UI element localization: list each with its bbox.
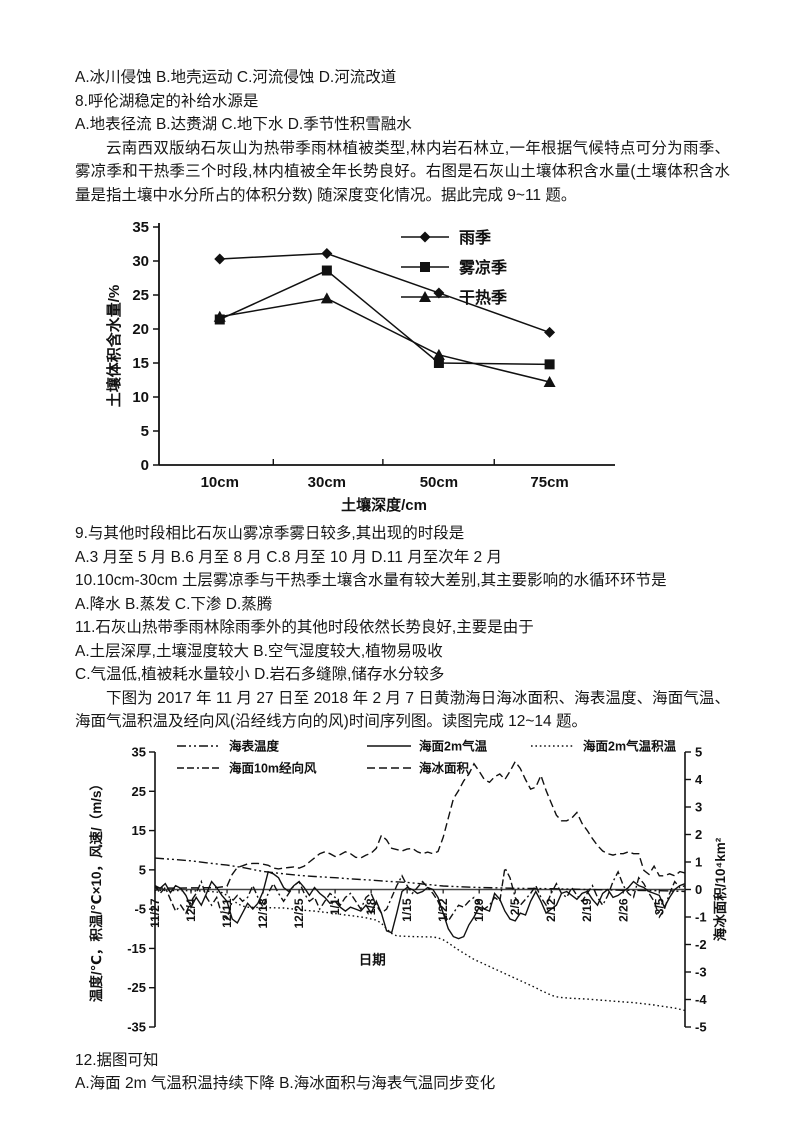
x-category-label: 75cm <box>530 474 568 491</box>
series-line-海面10m经向风 <box>154 865 686 922</box>
x-axis-title: 日期 <box>359 952 386 967</box>
right-y-tick-label: 1 <box>695 854 702 869</box>
question11-stem: 11.石灰山热带季雨林除雨季外的其他时段依然长势良好,主要是由于 <box>75 619 534 636</box>
series-line-海冰面积 <box>155 759 686 889</box>
right-y-tick-label: 5 <box>695 744 702 759</box>
question7-options: A.冰川侵蚀 B.地壳运动 C.河流侵蚀 D.河流改道 <box>75 69 397 86</box>
diamond-marker <box>544 326 556 338</box>
right-y-tick-label: 2 <box>695 827 702 842</box>
triangle-marker <box>213 310 226 322</box>
legend-label: 雨季 <box>459 228 492 247</box>
series-line-雨季 <box>219 252 550 334</box>
right-y-tick-label: -1 <box>695 909 707 924</box>
legend-label: 海冰面积 <box>419 760 470 775</box>
triangle-marker <box>543 376 556 388</box>
left-y-tick-label: -15 <box>127 940 146 955</box>
left-y-tick-label: -35 <box>127 1019 146 1034</box>
question8-options: A.地表径流 B.达赉湖 C.地下水 D.季节性积雪融水 <box>75 116 412 133</box>
y-tick-label: 10 <box>132 389 149 406</box>
diamond-marker <box>321 248 333 260</box>
series-line-海面2m气温 <box>154 870 686 939</box>
right-y-tick-label: -2 <box>695 937 707 952</box>
question10-options: A.降水 B.蒸发 C.下渗 D.蒸腾 <box>75 595 273 613</box>
left-y-tick-label: -5 <box>134 901 146 916</box>
x-category-label: 50cm <box>420 474 458 491</box>
soil-moisture-chart-container: 0 5 10 15 20 25 30 35 10cm 30cm 50cm 75cm 土壤深度/cm 土壤体… <box>101 213 730 520</box>
right-y-tick-label: 4 <box>695 772 703 787</box>
passage-soil-intro: 云南西双版纳石灰山为热带季雨林植被类型,林内岩石林立,一年根据气候特点可分为雨季… <box>75 139 730 204</box>
question8-stem: 8.呼伦湖稳定的补给水源是 <box>75 92 259 110</box>
legend-label: 干热季 <box>459 288 508 307</box>
triangle-marker <box>432 348 445 360</box>
x-category-label: 30cm <box>308 474 346 491</box>
x-tick-label: 12/25 <box>292 898 306 928</box>
question9-stem: 9.与其他时段相比石灰山雾凉季雾日较多,其出现的时段是 <box>75 525 465 542</box>
question10-stem: 10.10cm-30cm 土层雾凉季与干热季土壤含水量有较大差别,其主要影响的水… <box>75 572 667 589</box>
right-y-axis-title: 海冰面积/10⁴km² <box>712 837 728 941</box>
left-y-tick-label: 15 <box>132 823 146 838</box>
x-tick-label: 11/27 <box>148 898 162 928</box>
series-line-海表温度 <box>154 856 686 892</box>
diamond-marker <box>419 231 431 243</box>
legend-label: 海面10m经向风 <box>229 760 317 775</box>
soil-moisture-chart: 0 5 10 15 20 25 30 35 10cm 30cm 50cm 75cm 土壤深度/cm 土壤体… <box>105 219 615 514</box>
question11-options-ab: A.土层深厚,土壤湿度较大 B.空气湿度较大,植物易吸收 <box>75 642 443 660</box>
y-tick-label: 20 <box>132 321 149 338</box>
triangle-marker <box>419 291 431 302</box>
square-marker <box>420 262 430 272</box>
y-tick-label: 30 <box>132 253 149 270</box>
x-tick-label: 2/26 <box>616 898 630 922</box>
legend-label: 海面2m气温 <box>419 738 488 753</box>
x-tick-label: 1/29 <box>472 898 486 922</box>
y-tick-label: 0 <box>141 457 149 474</box>
x-tick-label: 2/19 <box>580 898 594 922</box>
series-line-海面2m气温积温 <box>154 889 686 1011</box>
square-marker <box>544 359 555 370</box>
right-y-tick-label: -5 <box>695 1019 707 1034</box>
passage-seaice-intro: 下图为 2017 年 11 月 27 日至 2018 年 2 月 7 日黄渤海日… <box>75 689 730 731</box>
left-y-axis-title: 温度/℃，积温/℃×10，风速/（m/s） <box>88 776 104 1001</box>
x-tick-label: 2/12 <box>544 898 558 922</box>
series-line-雾凉季 <box>219 269 550 366</box>
left-y-tick-label: 25 <box>132 783 146 798</box>
right-y-tick-label: 3 <box>695 799 702 814</box>
diamond-marker <box>433 287 445 299</box>
series-line-干热季 <box>219 297 550 383</box>
legend-label: 雾凉季 <box>458 258 508 277</box>
question9-options: A.3 月至 5 月 B.6 月至 8 月 C.8 月至 10 月 D.11 月… <box>75 548 502 566</box>
square-marker <box>321 265 332 276</box>
x-tick-label: 12/11 <box>220 898 234 928</box>
x-tick-label: 1/8 <box>364 898 378 915</box>
y-tick-label: 25 <box>132 287 149 304</box>
page-content: A.冰川侵蚀 B.地壳运动 C.河流侵蚀 D.河流改道 8.呼伦湖稳定的补给水源… <box>75 69 730 1092</box>
y-tick-label: 35 <box>132 219 149 236</box>
right-y-tick-label: 0 <box>695 882 702 897</box>
y-axis-title: 土壤体积含水量/% <box>105 285 123 408</box>
triangle-marker <box>320 292 333 304</box>
x-tick-label: 12/18 <box>256 898 270 928</box>
right-y-tick-label: -4 <box>695 992 707 1007</box>
sea-ice-chart: -35 -25 -15 -5 5 15 25 35 -5 -4 -3 -2 -1 0 1 2 3 4 5 11/27 1… <box>88 738 728 1034</box>
legend-label: 海表温度 <box>229 738 280 753</box>
y-tick-label: 15 <box>132 355 149 372</box>
y-tick-label: 5 <box>141 423 149 440</box>
left-y-tick-label: 35 <box>132 744 146 759</box>
question12-options-ab: A.海面 2m 气温积温持续下降 B.海冰面积与海表气温同步变化 <box>75 1075 496 1092</box>
x-tick-label: 12/4 <box>184 898 198 922</box>
square-marker <box>433 358 444 368</box>
left-y-tick-label: -25 <box>127 980 146 995</box>
sea-ice-chart-container: -35 -25 -15 -5 5 15 25 35 -5 -4 -3 -2 -1 0 1 2 3 4 5 11/27 1… <box>81 736 730 1049</box>
legend-label: 海面2m气温积温 <box>583 738 677 753</box>
x-tick-label: 1/15 <box>400 898 414 922</box>
left-y-tick-label: 5 <box>139 862 146 877</box>
x-category-label: 10cm <box>201 474 239 491</box>
question12-stem: 12.据图可知 <box>75 1051 159 1069</box>
diamond-marker <box>214 253 226 265</box>
right-y-tick-label: -3 <box>695 964 707 979</box>
question11-options-cd: C.气温低,植被耗水量较小 D.岩石多缝隙,储存水分较多 <box>75 666 445 683</box>
x-axis-title: 土壤深度/cm <box>341 496 427 514</box>
